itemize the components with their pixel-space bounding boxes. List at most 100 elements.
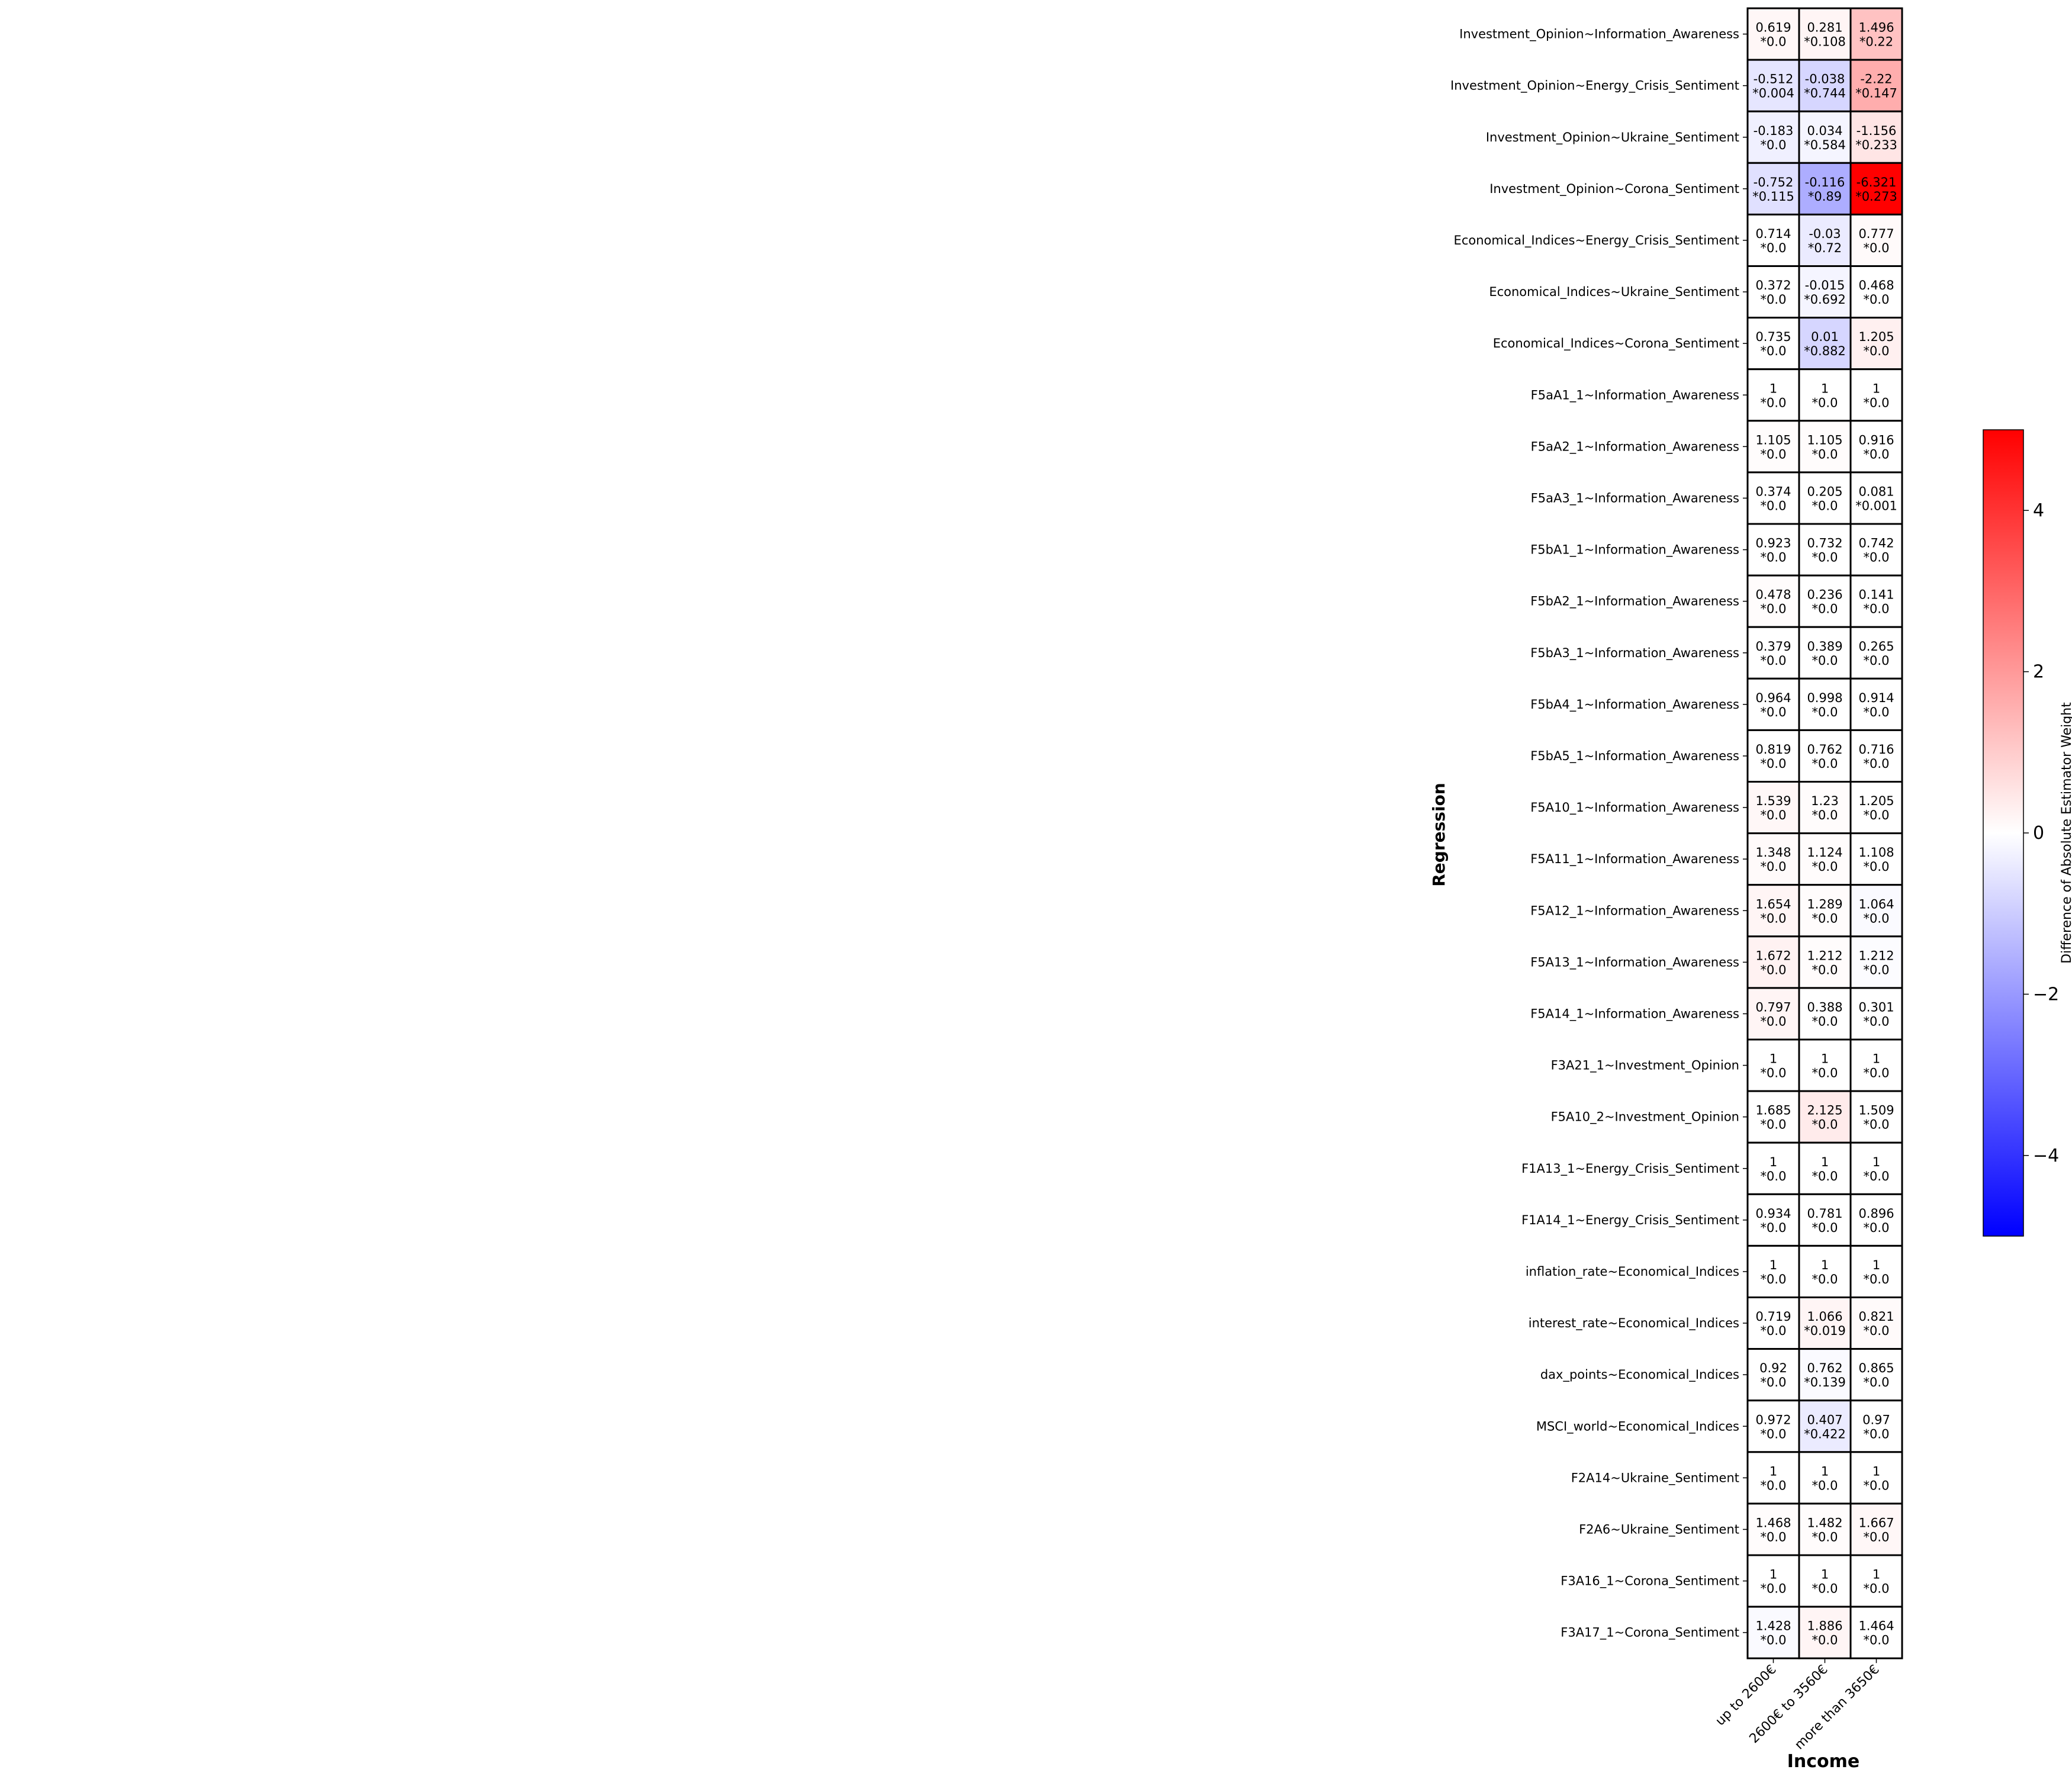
cell-pvalue-label: *0.0 — [1812, 1118, 1838, 1132]
heatmap-cell — [1849, 1090, 1903, 1144]
cell-pvalue-label: *0.0 — [1864, 1478, 1890, 1492]
cell-value-label: 0.265 — [1858, 639, 1894, 654]
heatmap-cell — [1849, 162, 1903, 215]
cell-value-label: 1.672 — [1755, 948, 1791, 963]
row-labels: Investment_Opinion~Information_Awareness… — [1450, 27, 1748, 1640]
heatmap-cell — [1746, 1244, 1800, 1298]
cell-pvalue-label: *0.0 — [1761, 35, 1787, 49]
heatmap-cell — [1849, 368, 1903, 422]
heatmap-cell — [1849, 781, 1903, 835]
cell-pvalue-label: *0.0 — [1761, 1272, 1787, 1286]
cell-pvalue-label: *0.0 — [1761, 1118, 1787, 1132]
heatmap-cell — [1746, 1348, 1800, 1402]
cell-value-label: 0.797 — [1755, 1000, 1791, 1014]
cell-value-label: 0.735 — [1755, 330, 1791, 344]
row-label: F5A10_1~Information_Awareness — [1530, 800, 1739, 815]
cell-value-label: 0.719 — [1755, 1310, 1791, 1324]
cell-value-label: 0.781 — [1807, 1206, 1842, 1221]
cell-value-label: 1.124 — [1807, 845, 1842, 860]
colorbar-tick-label: −2 — [2033, 984, 2059, 1005]
cell-pvalue-label: *0.0 — [1864, 602, 1890, 616]
heatmap-cell — [1849, 1193, 1903, 1247]
cell-value-label: 1.539 — [1755, 794, 1791, 808]
cell-pvalue-label: *0.273 — [1855, 189, 1897, 204]
row-label: Investment_Opinion~Information_Awareness — [1459, 27, 1739, 42]
colorbar-gradient — [1983, 429, 2024, 1237]
cell-value-label: 0.742 — [1858, 536, 1894, 551]
heatmap-cell — [1746, 1451, 1800, 1505]
heatmap-cell — [1798, 1141, 1852, 1195]
cell-value-label: 1 — [1872, 1155, 1880, 1169]
row-label: Economical_Indices~Ukraine_Sentiment — [1489, 285, 1739, 300]
row-label: inflation_rate~Economical_Indices — [1526, 1265, 1739, 1279]
heatmap-cells: 0.619*0.00.281*0.1081.496*0.22-0.512*0.0… — [1746, 7, 1903, 1659]
cell-pvalue-label: *0.882 — [1804, 344, 1846, 358]
x-axis-label: Income — [1787, 1751, 1860, 1772]
heatmap-cell — [1746, 1038, 1800, 1092]
cell-value-label: 1 — [1872, 1464, 1880, 1478]
cell-value-label: 0.762 — [1807, 742, 1842, 757]
heatmap-cell — [1849, 884, 1903, 938]
cell-pvalue-label: *0.0 — [1864, 1272, 1890, 1286]
heatmap-cell — [1798, 884, 1852, 938]
row-label: Economical_Indices~Corona_Sentiment — [1493, 336, 1739, 351]
cell-value-label: 0.379 — [1755, 639, 1791, 654]
cell-pvalue-label: *0.0 — [1812, 551, 1838, 565]
cell-pvalue-label: *0.0 — [1761, 1427, 1787, 1441]
cell-pvalue-label: *0.0 — [1761, 447, 1787, 461]
row-label: dax_points~Economical_Indices — [1540, 1368, 1739, 1382]
cell-pvalue-label: *0.0 — [1812, 1221, 1838, 1235]
cell-value-label: 0.389 — [1807, 639, 1842, 654]
cell-pvalue-label: *0.0 — [1812, 757, 1838, 771]
cell-pvalue-label: *0.0 — [1761, 395, 1787, 410]
cell-pvalue-label: *0.0 — [1761, 1324, 1787, 1338]
colorbar: −4 −2 0 2 4 Difference of Absolute Estimator… — [1983, 429, 2072, 1237]
cell-pvalue-label: *0.0 — [1812, 498, 1838, 513]
cell-value-label: 1.464 — [1858, 1619, 1894, 1633]
cell-value-label: 1.289 — [1807, 897, 1842, 911]
cell-pvalue-label: *0.108 — [1804, 35, 1846, 49]
cell-pvalue-label: *0.0 — [1761, 1582, 1787, 1596]
row-label: interest_rate~Economical_Indices — [1529, 1316, 1739, 1331]
row-label: F1A14_1~Energy_Crisis_Sentiment — [1521, 1213, 1739, 1228]
cell-pvalue-label: *0.0 — [1761, 344, 1787, 358]
cell-value-label: 0.034 — [1807, 124, 1842, 138]
cell-value-label: -1.156 — [1857, 124, 1897, 138]
cell-value-label: 1 — [1821, 1464, 1829, 1478]
column-labels: up to 2600€2600€ to 3560€more than 3650€ — [1713, 1658, 1883, 1752]
heatmap-cell — [1798, 471, 1852, 525]
cell-pvalue-label: *0.0 — [1864, 1169, 1890, 1183]
heatmap-cell — [1746, 832, 1800, 886]
cell-value-label: 0.619 — [1755, 21, 1791, 35]
cell-value-label: 0.998 — [1807, 691, 1842, 705]
cell-value-label: 1.205 — [1858, 330, 1894, 344]
cell-value-label: 0.865 — [1858, 1361, 1894, 1375]
heatmap-cell — [1746, 1090, 1800, 1144]
cell-value-label: 0.468 — [1858, 278, 1894, 292]
cell-value-label: 0.934 — [1755, 1206, 1791, 1221]
row-label: F5A14_1~Information_Awareness — [1530, 1006, 1739, 1021]
cell-pvalue-label: *0.22 — [1859, 35, 1893, 49]
cell-value-label: 1.205 — [1858, 794, 1894, 808]
cell-value-label: 1.886 — [1807, 1619, 1842, 1633]
cell-pvalue-label: *0.0 — [1812, 808, 1838, 822]
cell-value-label: 1.667 — [1858, 1516, 1894, 1530]
cell-value-label: 1.105 — [1807, 433, 1842, 447]
cell-value-label: 1.482 — [1807, 1516, 1842, 1530]
cell-value-label: 0.914 — [1858, 691, 1894, 705]
cell-pvalue-label: *0.0 — [1812, 705, 1838, 719]
row-label: F5A12_1~Information_Awareness — [1530, 903, 1739, 918]
cell-pvalue-label: *0.0 — [1812, 602, 1838, 616]
row-label: F5A11_1~Information_Awareness — [1530, 852, 1739, 867]
row-label: F2A14~Ukraine_Sentiment — [1571, 1471, 1739, 1485]
cell-pvalue-label: *0.0 — [1812, 963, 1838, 977]
cell-value-label: 1 — [1769, 1568, 1777, 1582]
row-label: Economical_Indices~Energy_Crisis_Sentime… — [1454, 233, 1739, 248]
cell-value-label: 0.407 — [1807, 1413, 1842, 1427]
cell-pvalue-label: *0.004 — [1752, 86, 1794, 101]
cell-pvalue-label: *0.115 — [1752, 189, 1794, 204]
heatmap-cell — [1798, 987, 1852, 1041]
cell-pvalue-label: *0.0 — [1761, 1221, 1787, 1235]
cell-value-label: 0.205 — [1807, 484, 1842, 498]
row-label: Investment_Opinion~Energy_Crisis_Sentime… — [1450, 79, 1739, 94]
